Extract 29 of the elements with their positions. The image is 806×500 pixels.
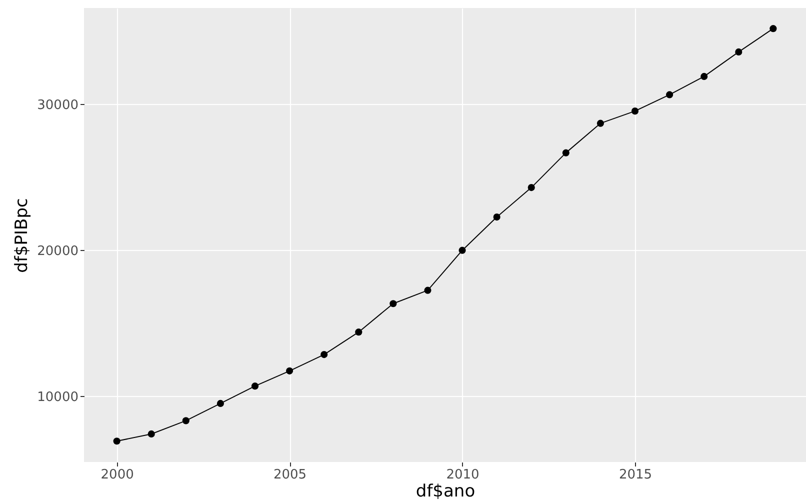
point xyxy=(286,367,294,374)
y-axis-title: df$PIBpc xyxy=(12,198,32,273)
x-axis-title: df$ano xyxy=(416,482,476,500)
y-tick-label: 30000 xyxy=(37,98,78,113)
point xyxy=(666,91,674,98)
y-tick-label: 10000 xyxy=(37,390,78,405)
x-tick-label: 2010 xyxy=(446,468,480,482)
point xyxy=(528,184,535,192)
point xyxy=(182,417,190,424)
y-tick-label: 20000 xyxy=(37,244,78,259)
point xyxy=(251,382,259,390)
x-tick-label: 2000 xyxy=(100,468,134,482)
point xyxy=(320,351,328,358)
x-tick-label: 2005 xyxy=(274,468,307,482)
point xyxy=(216,400,224,407)
point xyxy=(596,120,604,127)
point xyxy=(493,214,500,221)
x-tick-label: 2015 xyxy=(618,468,652,482)
point xyxy=(562,149,570,156)
point xyxy=(458,246,466,254)
point xyxy=(355,328,362,336)
point xyxy=(390,300,397,308)
point xyxy=(770,25,777,32)
point xyxy=(631,108,639,115)
point xyxy=(113,438,120,445)
point xyxy=(424,286,432,294)
point xyxy=(700,72,708,80)
point xyxy=(148,430,155,438)
point xyxy=(735,48,742,56)
